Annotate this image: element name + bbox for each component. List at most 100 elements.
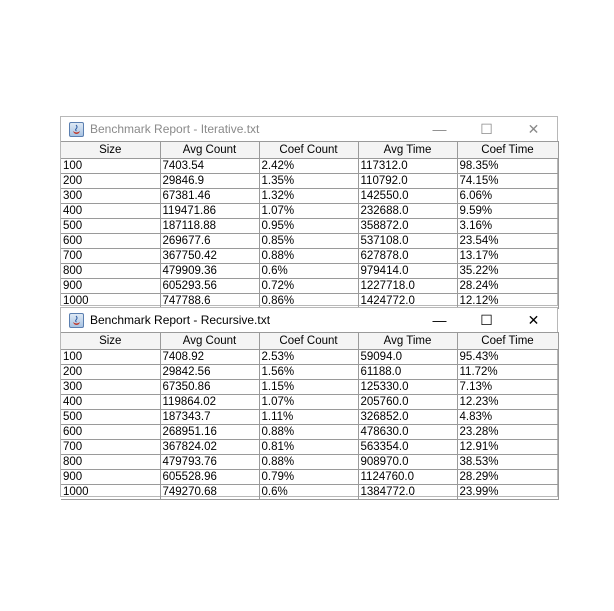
- table-row[interactable]: 500 187118.88 0.95% 358872.0 3.16%: [61, 218, 559, 234]
- cell-coef-time[interactable]: 6.06%: [457, 188, 559, 204]
- table-row[interactable]: 800 479909.36 0.6% 979414.0 35.22%: [61, 263, 559, 279]
- table-row[interactable]: 200 29842.56 1.56% 61188.0 11.72%: [61, 364, 559, 380]
- minimize-button[interactable]: —: [432, 312, 447, 328]
- column-header-avg-time[interactable]: Avg Time: [358, 141, 458, 159]
- table-row[interactable]: 200 29846.9 1.35% 110792.0 74.15%: [61, 173, 559, 189]
- table-row[interactable]: 700 367824.02 0.81% 563354.0 12.91%: [61, 439, 559, 455]
- close-button[interactable]: ✕: [527, 311, 540, 328]
- cell-avg-count[interactable]: 119864.02: [160, 394, 260, 410]
- cell-size[interactable]: 300: [61, 379, 161, 395]
- cell-coef-count[interactable]: 1.11%: [259, 409, 359, 425]
- cell-avg-count[interactable]: 749270.68: [160, 484, 260, 500]
- cell-avg-count[interactable]: 268951.16: [160, 424, 260, 440]
- cell-avg-count[interactable]: 67350.86: [160, 379, 260, 395]
- table-row[interactable]: 300 67381.46 1.32% 142550.0 6.06%: [61, 188, 559, 204]
- cell-coef-count[interactable]: 0.88%: [259, 248, 359, 264]
- cell-avg-time[interactable]: 326852.0: [358, 409, 458, 425]
- cell-coef-time[interactable]: 13.17%: [457, 248, 559, 264]
- cell-avg-count[interactable]: 605293.56: [160, 278, 260, 294]
- table-row[interactable]: 100 7408.92 2.53% 59094.0 95.43%: [61, 349, 559, 365]
- cell-coef-time[interactable]: 35.22%: [457, 263, 559, 279]
- cell-avg-time[interactable]: 117312.0: [358, 158, 458, 174]
- cell-size[interactable]: 800: [61, 454, 161, 470]
- cell-coef-time[interactable]: 95.43%: [457, 349, 559, 365]
- cell-coef-time[interactable]: 4.83%: [457, 409, 559, 425]
- cell-coef-time[interactable]: 28.29%: [457, 469, 559, 485]
- column-header-coef-count[interactable]: Coef Count: [259, 141, 359, 159]
- cell-size[interactable]: 400: [61, 394, 161, 410]
- cell-avg-count[interactable]: 605528.96: [160, 469, 260, 485]
- cell-avg-time[interactable]: 1384772.0: [358, 484, 458, 500]
- cell-coef-count[interactable]: 1.35%: [259, 173, 359, 189]
- table-row[interactable]: 500 187343.7 1.11% 326852.0 4.83%: [61, 409, 559, 425]
- title-bar[interactable]: Benchmark Report - Iterative.txt — ☐ ✕: [61, 117, 557, 141]
- cell-avg-time[interactable]: 1227718.0: [358, 278, 458, 294]
- cell-size[interactable]: 400: [61, 203, 161, 219]
- column-header-coef-time[interactable]: Coef Time: [457, 141, 559, 159]
- cell-coef-count[interactable]: 0.6%: [259, 484, 359, 500]
- cell-coef-count[interactable]: 0.88%: [259, 454, 359, 470]
- column-header-avg-count[interactable]: Avg Count: [160, 141, 260, 159]
- cell-coef-time[interactable]: 12.91%: [457, 439, 559, 455]
- cell-avg-count[interactable]: 269677.6: [160, 233, 260, 249]
- table-row[interactable]: 300 67350.86 1.15% 125330.0 7.13%: [61, 379, 559, 395]
- column-header-size[interactable]: Size: [61, 141, 161, 159]
- minimize-button[interactable]: —: [432, 121, 447, 137]
- cell-size[interactable]: 100: [61, 158, 161, 174]
- cell-size[interactable]: 200: [61, 173, 161, 189]
- cell-size[interactable]: 900: [61, 469, 161, 485]
- cell-size[interactable]: 600: [61, 424, 161, 440]
- table-row[interactable]: 900 605293.56 0.72% 1227718.0 28.24%: [61, 278, 559, 294]
- cell-avg-time[interactable]: 979414.0: [358, 263, 458, 279]
- cell-avg-time[interactable]: 563354.0: [358, 439, 458, 455]
- cell-coef-time[interactable]: 12.23%: [457, 394, 559, 410]
- table-row[interactable]: 700 367750.42 0.88% 627878.0 13.17%: [61, 248, 559, 264]
- column-header-size[interactable]: Size: [61, 332, 161, 350]
- table-row[interactable]: 400 119471.86 1.07% 232688.0 9.59%: [61, 203, 559, 219]
- cell-avg-time[interactable]: 358872.0: [358, 218, 458, 234]
- cell-avg-time[interactable]: 1124760.0: [358, 469, 458, 485]
- cell-avg-count[interactable]: 7403.54: [160, 158, 260, 174]
- cell-avg-time[interactable]: 110792.0: [358, 173, 458, 189]
- cell-size[interactable]: 800: [61, 263, 161, 279]
- cell-size[interactable]: 700: [61, 248, 161, 264]
- table-row[interactable]: 1000 749270.68 0.6% 1384772.0 23.99%: [61, 484, 559, 500]
- cell-coef-time[interactable]: 38.53%: [457, 454, 559, 470]
- cell-avg-count[interactable]: 67381.46: [160, 188, 260, 204]
- cell-avg-count[interactable]: 479793.76: [160, 454, 260, 470]
- cell-coef-count[interactable]: 2.42%: [259, 158, 359, 174]
- cell-avg-time[interactable]: 537108.0: [358, 233, 458, 249]
- cell-coef-count[interactable]: 0.85%: [259, 233, 359, 249]
- cell-avg-count[interactable]: 367824.02: [160, 439, 260, 455]
- column-header-avg-count[interactable]: Avg Count: [160, 332, 260, 350]
- cell-avg-time[interactable]: 205760.0: [358, 394, 458, 410]
- cell-avg-time[interactable]: 59094.0: [358, 349, 458, 365]
- cell-coef-count[interactable]: 0.79%: [259, 469, 359, 485]
- cell-coef-time[interactable]: 23.99%: [457, 484, 559, 500]
- table-row[interactable]: 400 119864.02 1.07% 205760.0 12.23%: [61, 394, 559, 410]
- cell-coef-time[interactable]: 7.13%: [457, 379, 559, 395]
- cell-avg-count[interactable]: 479909.36: [160, 263, 260, 279]
- cell-coef-count[interactable]: 0.95%: [259, 218, 359, 234]
- cell-size[interactable]: 100: [61, 349, 161, 365]
- cell-avg-count[interactable]: 187118.88: [160, 218, 260, 234]
- cell-coef-count[interactable]: 1.07%: [259, 203, 359, 219]
- cell-coef-time[interactable]: 9.59%: [457, 203, 559, 219]
- cell-coef-count[interactable]: 0.72%: [259, 278, 359, 294]
- cell-avg-time[interactable]: 627878.0: [358, 248, 458, 264]
- cell-size[interactable]: 300: [61, 188, 161, 204]
- cell-avg-count[interactable]: 7408.92: [160, 349, 260, 365]
- maximize-button[interactable]: ☐: [480, 120, 493, 137]
- cell-coef-count[interactable]: 0.6%: [259, 263, 359, 279]
- cell-size[interactable]: 600: [61, 233, 161, 249]
- cell-size[interactable]: 500: [61, 409, 161, 425]
- cell-avg-count[interactable]: 29842.56: [160, 364, 260, 380]
- table-row[interactable]: 100 7403.54 2.42% 117312.0 98.35%: [61, 158, 559, 174]
- close-button[interactable]: ✕: [527, 120, 540, 137]
- cell-size[interactable]: 1000: [61, 484, 161, 500]
- cell-coef-time[interactable]: 98.35%: [457, 158, 559, 174]
- cell-avg-time[interactable]: 478630.0: [358, 424, 458, 440]
- cell-size[interactable]: 500: [61, 218, 161, 234]
- cell-coef-count[interactable]: 1.32%: [259, 188, 359, 204]
- cell-coef-count[interactable]: 1.56%: [259, 364, 359, 380]
